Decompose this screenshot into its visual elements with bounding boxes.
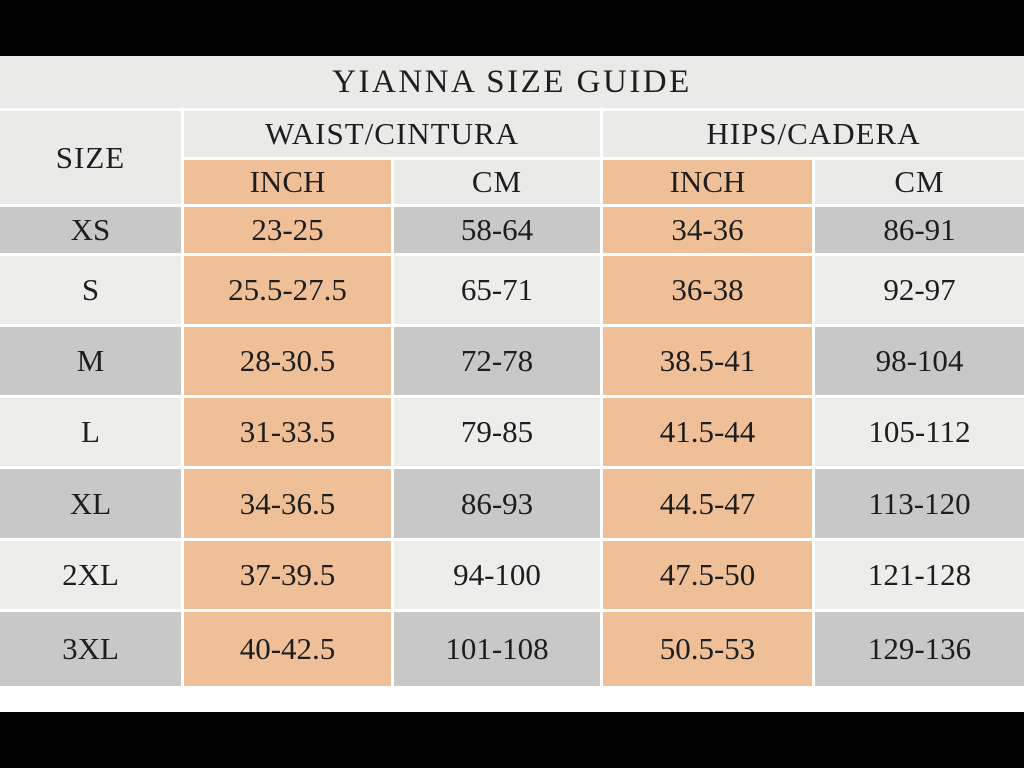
waist-inch-l: 31-33.5 bbox=[184, 398, 391, 466]
hips-inch-2xl: 47.5-50 bbox=[603, 541, 812, 609]
hips-cm-xs: 86-91 bbox=[815, 207, 1024, 253]
hips-inch-s: 36-38 bbox=[603, 256, 812, 324]
waist-cm-3xl: 101-108 bbox=[394, 612, 600, 686]
size-label-xl: XL bbox=[0, 469, 181, 538]
waist-cm-xl: 86-93 bbox=[394, 469, 600, 538]
size-label-s: S bbox=[0, 256, 181, 324]
hips-inch-3xl: 50.5-53 bbox=[603, 612, 812, 686]
size-label-3xl: 3XL bbox=[0, 612, 181, 686]
waist-inch-s: 25.5-27.5 bbox=[184, 256, 391, 324]
unit-header-waist-inch: INCH bbox=[184, 160, 391, 204]
hips-cm-2xl: 121-128 bbox=[815, 541, 1024, 609]
hips-cm-l: 105-112 bbox=[815, 398, 1024, 466]
size-label-m: M bbox=[0, 327, 181, 395]
waist-cm-m: 72-78 bbox=[394, 327, 600, 395]
size-label-l: L bbox=[0, 398, 181, 466]
size-guide-panel: YIANNA SIZE GUIDE SIZE WAIST/CINTURA HIP… bbox=[0, 56, 1024, 712]
size-guide-table: YIANNA SIZE GUIDE SIZE WAIST/CINTURA HIP… bbox=[0, 56, 1024, 686]
hips-cm-xl: 113-120 bbox=[815, 469, 1024, 538]
unit-header-hips-cm: CM bbox=[815, 160, 1024, 204]
hips-cm-3xl: 129-136 bbox=[815, 612, 1024, 686]
waist-inch-xs: 23-25 bbox=[184, 207, 391, 253]
hips-inch-l: 41.5-44 bbox=[603, 398, 812, 466]
table-title: YIANNA SIZE GUIDE bbox=[0, 56, 1024, 108]
size-label-xs: XS bbox=[0, 207, 181, 253]
hips-cm-m: 98-104 bbox=[815, 327, 1024, 395]
waist-inch-2xl: 37-39.5 bbox=[184, 541, 391, 609]
waist-cm-s: 65-71 bbox=[394, 256, 600, 324]
waist-inch-xl: 34-36.5 bbox=[184, 469, 391, 538]
hips-inch-xl: 44.5-47 bbox=[603, 469, 812, 538]
column-header-size: SIZE bbox=[0, 111, 181, 204]
hips-cm-s: 92-97 bbox=[815, 256, 1024, 324]
unit-header-waist-cm: CM bbox=[394, 160, 600, 204]
waist-cm-xs: 58-64 bbox=[394, 207, 600, 253]
waist-cm-l: 79-85 bbox=[394, 398, 600, 466]
size-label-2xl: 2XL bbox=[0, 541, 181, 609]
column-group-waist: WAIST/CINTURA bbox=[184, 111, 600, 157]
column-group-hips: HIPS/CADERA bbox=[603, 111, 1024, 157]
hips-inch-m: 38.5-41 bbox=[603, 327, 812, 395]
hips-inch-xs: 34-36 bbox=[603, 207, 812, 253]
waist-inch-m: 28-30.5 bbox=[184, 327, 391, 395]
waist-cm-2xl: 94-100 bbox=[394, 541, 600, 609]
unit-header-hips-inch: INCH bbox=[603, 160, 812, 204]
waist-inch-3xl: 40-42.5 bbox=[184, 612, 391, 686]
